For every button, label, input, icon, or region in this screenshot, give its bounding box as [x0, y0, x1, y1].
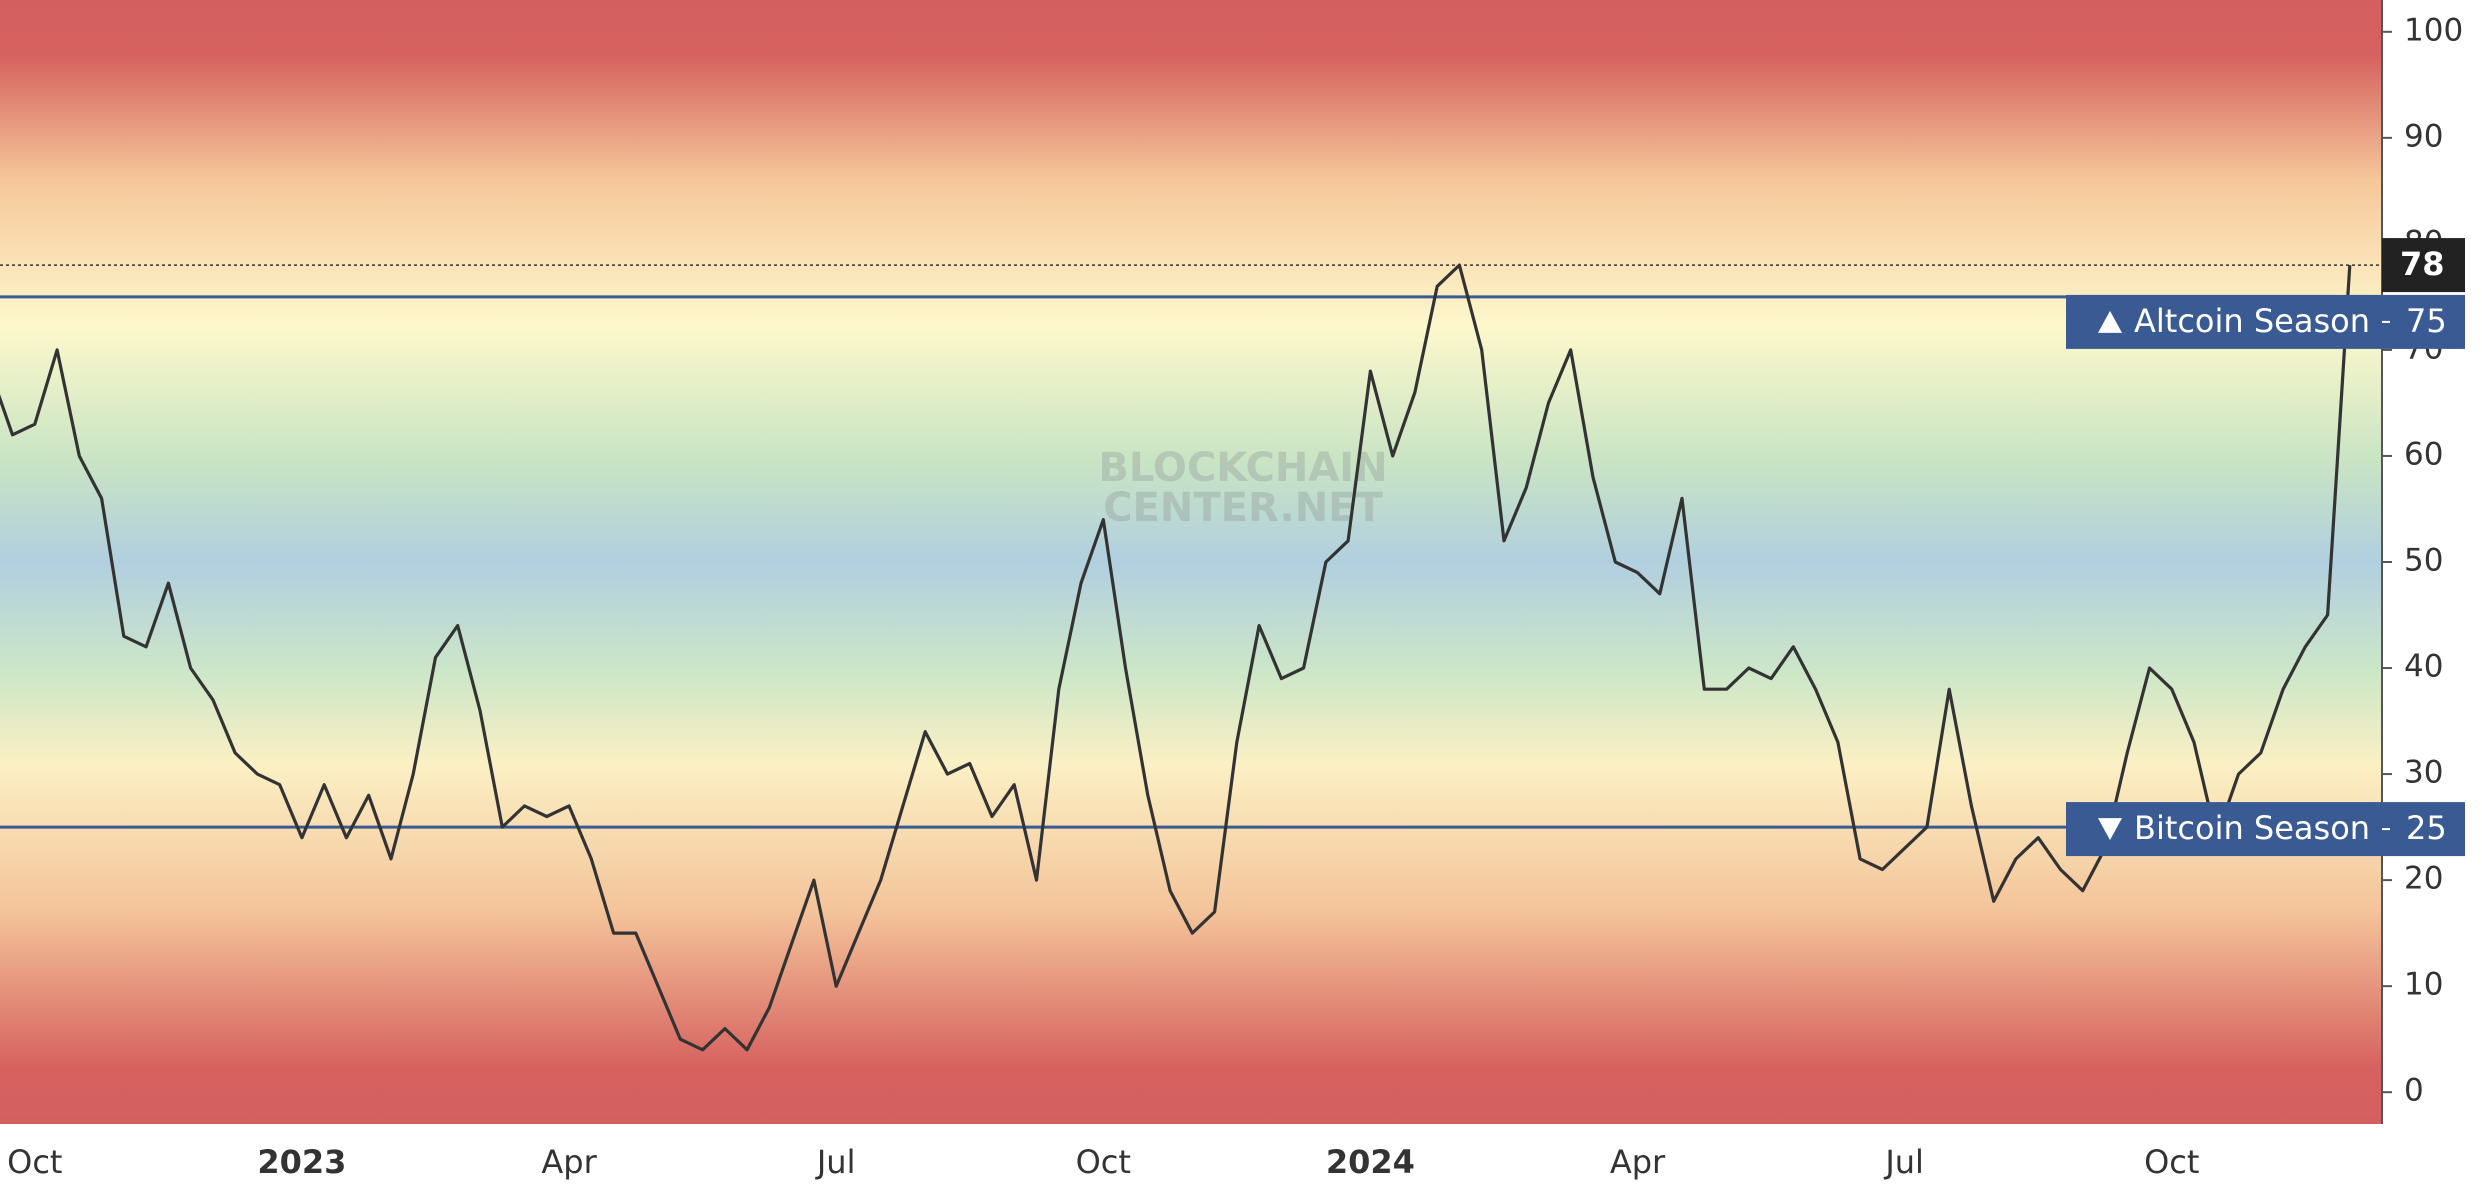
- current-value-box: [2382, 238, 2465, 293]
- up-triangle-icon: [2098, 310, 2122, 333]
- current-value-label: 78: [2400, 245, 2445, 283]
- reference-label-box: [2066, 294, 2465, 349]
- y-tick-label: 100: [2404, 12, 2463, 48]
- plot-background: [0, 0, 2382, 1124]
- y-tick-label: 60: [2404, 436, 2443, 472]
- x-axis-area: [0, 1124, 2482, 1193]
- x-tick-label: Oct: [2144, 1143, 2199, 1181]
- watermark: BLOCKCHAIN: [1098, 445, 1387, 491]
- down-triangle-icon: [2098, 818, 2122, 841]
- y-axis-area: [2382, 0, 2482, 1124]
- y-tick-label: 20: [2404, 861, 2443, 897]
- y-tick-label: 30: [2404, 755, 2443, 791]
- x-tick-label: Jul: [1883, 1143, 1924, 1181]
- y-tick-label: 40: [2404, 649, 2443, 685]
- x-tick-label: Apr: [1610, 1143, 1666, 1181]
- y-tick-label: 10: [2404, 967, 2443, 1003]
- reference-label-name: Altcoin Season: [2134, 302, 2370, 340]
- reference-label-value: 75: [2406, 302, 2447, 340]
- y-tick-label: 50: [2404, 543, 2443, 579]
- reference-label-value: 25: [2406, 809, 2447, 847]
- x-tick-label: Jul: [815, 1143, 856, 1181]
- y-tick-label: 0: [2404, 1073, 2424, 1109]
- y-tick-label: 90: [2404, 118, 2443, 154]
- x-tick-label: Oct: [7, 1143, 62, 1181]
- watermark: CENTER.NET: [1103, 485, 1383, 531]
- series-line: [0, 263, 2352, 1052]
- x-tick-label: Apr: [541, 1143, 597, 1181]
- reference-label-name: Bitcoin Season: [2134, 809, 2370, 847]
- reference-label-box: [2066, 802, 2465, 857]
- x-tick-label: 2024: [1326, 1143, 1415, 1181]
- x-tick-label: Oct: [1076, 1143, 1131, 1181]
- x-tick-label: 2023: [257, 1143, 346, 1181]
